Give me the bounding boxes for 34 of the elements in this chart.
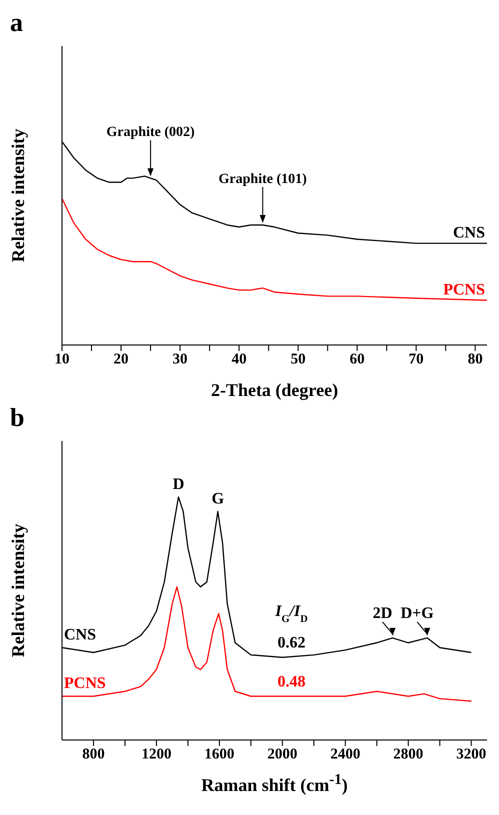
x-tick-label: 60 xyxy=(350,352,365,368)
annotation: 0.62 xyxy=(278,634,306,652)
series-label: CNS xyxy=(64,626,96,644)
chart-title: a xyxy=(10,8,23,38)
annotation: G xyxy=(212,490,225,508)
x-axis-title: 2-Theta (degree) xyxy=(210,380,340,401)
x-tick-label: 30 xyxy=(172,352,188,368)
x-tick-label: 70 xyxy=(408,352,424,368)
series-label: PCNS xyxy=(64,675,106,692)
x-tick-label: 2800 xyxy=(393,746,424,763)
annotation: Graphite (002) xyxy=(106,125,196,140)
x-tick-label: 50 xyxy=(290,352,306,368)
x-axis-title: Raman shift (cm$^{-1}$) xyxy=(200,772,349,796)
series-label: CNS xyxy=(452,224,486,242)
y-axis-title: Relative intensity xyxy=(8,524,30,658)
annotation: D+G xyxy=(400,604,434,622)
x-tick-label: 40 xyxy=(232,352,247,368)
series-label: PCNS xyxy=(443,281,486,298)
annotation: 0.48 xyxy=(278,674,306,691)
x-tick-label: 1600 xyxy=(204,746,234,763)
annotation: I$_{G}$/I$_{D}$ xyxy=(274,603,308,625)
annotation: Graphite (101) xyxy=(218,172,308,187)
chart-title: b xyxy=(10,403,24,433)
x-tick-label: 10 xyxy=(54,352,70,368)
x-tick-label: 80 xyxy=(468,352,483,368)
x-tick-label: 2400 xyxy=(330,746,360,763)
y-axis-title: Relative intensity xyxy=(8,128,30,262)
x-tick-label: 1200 xyxy=(141,746,172,763)
annotation: D xyxy=(172,476,184,493)
x-tick-label: 20 xyxy=(114,352,129,368)
x-tick-label: 3200 xyxy=(456,746,486,763)
x-tick-label: 800 xyxy=(82,746,105,763)
annotation: 2D xyxy=(372,604,392,622)
x-tick-label: 2000 xyxy=(267,746,298,763)
